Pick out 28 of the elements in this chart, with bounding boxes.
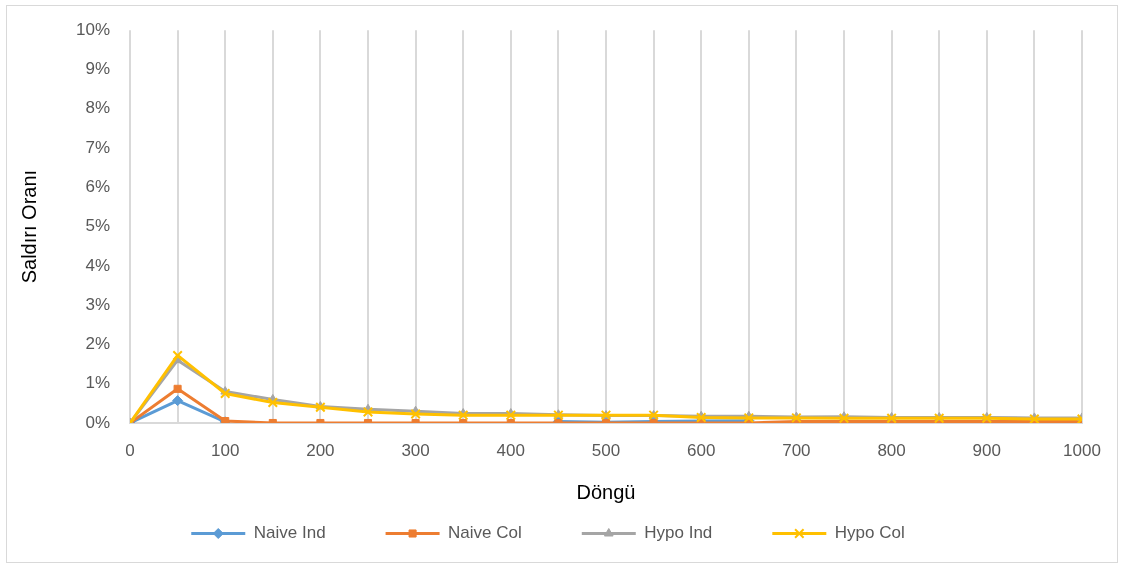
x-tick-label: 700 bbox=[782, 440, 811, 460]
y-axis-title: Saldırı Oranı bbox=[17, 169, 40, 284]
y-tick-label: 8% bbox=[85, 98, 110, 118]
x-tick-label: 300 bbox=[401, 440, 430, 460]
x-tick-label: 200 bbox=[306, 440, 335, 460]
y-tick-label: 3% bbox=[85, 294, 110, 314]
y-tick-label: 9% bbox=[85, 59, 110, 79]
x-tick-label: 500 bbox=[591, 440, 621, 460]
y-tick-label: 7% bbox=[85, 137, 110, 157]
legend-label: Naive Ind bbox=[253, 523, 326, 543]
x-tick-label: 100 bbox=[211, 440, 240, 460]
legend-label: Hypo Ind bbox=[644, 523, 713, 543]
x-tick-label: 1000 bbox=[1063, 440, 1101, 460]
x-axis-title: Döngü bbox=[576, 480, 636, 503]
x-tick-label: 0 bbox=[125, 440, 135, 460]
y-tick-label: 4% bbox=[85, 255, 110, 275]
y-tick-label: 6% bbox=[85, 177, 110, 197]
y-tick-label: 5% bbox=[85, 216, 110, 236]
x-tick-label: 600 bbox=[687, 440, 716, 460]
legend-label: Hypo Col bbox=[834, 523, 905, 543]
y-tick-label: 1% bbox=[85, 373, 110, 393]
y-tick-label: 10% bbox=[75, 19, 110, 39]
x-tick-label: 400 bbox=[496, 440, 525, 460]
legend-label: Naive Col bbox=[448, 523, 522, 543]
x-tick-label: 900 bbox=[972, 440, 1001, 460]
y-tick-label: 2% bbox=[85, 334, 110, 354]
y-tick-label: 0% bbox=[85, 412, 110, 432]
x-tick-label: 800 bbox=[877, 440, 906, 460]
